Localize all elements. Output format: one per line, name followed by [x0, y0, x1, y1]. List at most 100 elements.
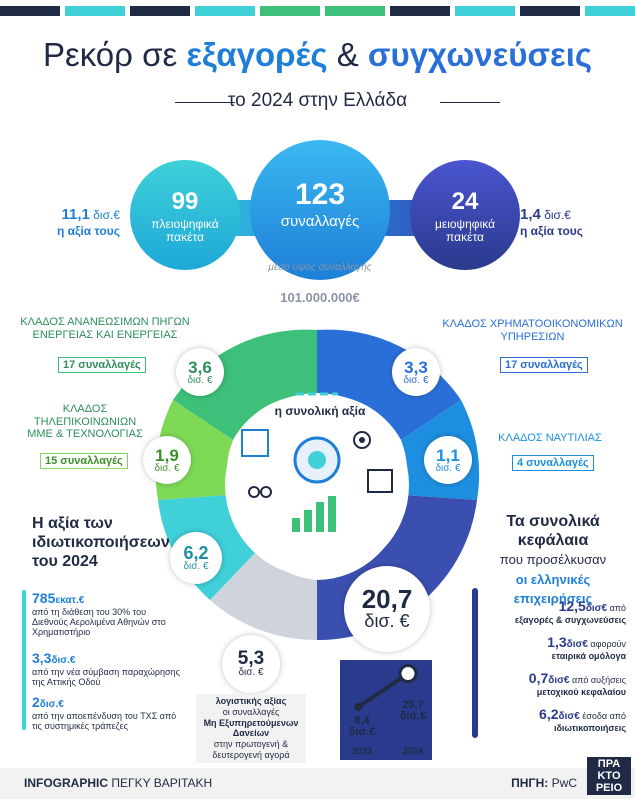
total-value: 20,7 — [361, 584, 413, 614]
loans-line: Μη Εξυπηρετούμενων Δανείων — [203, 717, 299, 739]
people-icon — [260, 486, 272, 498]
energy-value: 3,6 — [188, 358, 212, 377]
capital-item-value: 6,2 — [539, 706, 559, 722]
chart-series-line — [356, 671, 410, 709]
capital-title: Τα συνολικά κεφάλαια που προσέλκυσαν οι … — [478, 512, 628, 608]
capital-title-blue: οι ελληνικές επιχειρήσεις — [513, 571, 593, 606]
chart-year-2024: 2024 — [403, 746, 424, 756]
strip-segment — [520, 6, 580, 16]
minority-value-caption: η αξία τους — [520, 224, 584, 238]
logo-line: ΚΤΟ — [597, 770, 621, 782]
total-label: συναλλαγές — [280, 213, 360, 230]
footer: INFOGRAPHIC ΠΕΓΚΥ ΒΑΡΙΤΑΚΗ ΠΗΓΗ: PwC — [0, 768, 635, 799]
growth-bar-icon — [304, 510, 312, 532]
capital-item-value: 12,5 — [558, 598, 586, 614]
energy-deals: 17 συναλλαγές — [58, 357, 146, 373]
majority-value: 11,1 δισ.€ η αξία τους — [30, 206, 120, 238]
energy-segment — [173, 329, 317, 440]
privatization-item-text: από την αποεπένδυση του ΤΧΣ από τις συστ… — [32, 710, 177, 731]
strip-segment — [195, 6, 255, 16]
loans-line: στην πρωτογενή & δευτερογενή αγορά — [212, 739, 290, 760]
capital-item-text: ιδιωτικοποιήσεις — [553, 722, 626, 733]
divider — [175, 102, 235, 103]
growth-bar-icon — [328, 496, 336, 532]
page-subtitle: το 2024 στην Ελλάδα — [227, 90, 408, 111]
loans-value-circle: 5,3 δισ. € — [222, 635, 280, 693]
majority-value-caption: η αξία τους — [56, 224, 120, 238]
majority-bubble: 99 πλειοψηφικά πακέτα — [130, 160, 240, 270]
privatization-item: 2δισ.€ από την αποεπένδυση του ΤΧΣ από τ… — [32, 694, 182, 731]
avg-deal-value: 101.000.000€ — [280, 290, 360, 305]
growth-chart — [340, 660, 432, 760]
privatization-item-value: 2 — [32, 694, 40, 710]
credit-label: INFOGRAPHIC — [24, 776, 108, 790]
title-text: & — [327, 36, 368, 73]
growth-chart-svg — [354, 664, 418, 712]
strip-segment — [585, 6, 635, 16]
shipping-value-circle: 1,1 δισ. € — [424, 436, 472, 484]
total-count: 123 — [294, 178, 346, 211]
strip-segment — [260, 6, 320, 16]
capital-title-mid: που προσέλκυσαν — [499, 552, 607, 568]
growth-bar-icon — [316, 502, 324, 532]
minority-value-number: 1,4 — [520, 206, 541, 223]
minority-value: 1,4 δισ.€ η αξία τους — [520, 206, 610, 238]
loans-caption: λογιστικής αξίας οι συναλλαγές Μη Εξυπηρ… — [196, 694, 306, 763]
capital-item-unit: δισ€ — [566, 639, 588, 650]
majority-value-unit: δισ.€ — [93, 208, 120, 222]
capital-item-pre: από — [609, 603, 626, 613]
capital-item-text: μετοχικού κεφαλαίου — [536, 686, 626, 697]
finance-segment — [317, 329, 461, 440]
capital-item-pre: αφορούν — [590, 639, 626, 649]
capital-item-pre: έσοδα από — [582, 711, 626, 721]
capital-item: 6,2δισ€ έσοδα από ιδιωτικοποιήσεις — [486, 706, 626, 733]
logo-line: ΠΡΑ — [597, 758, 621, 770]
loans-value: 5,3 — [237, 648, 265, 669]
loans-segment — [210, 550, 317, 640]
footer-credit: INFOGRAPHIC ΠΕΓΚΥ ΒΑΡΙΤΑΚΗ — [24, 776, 212, 790]
majority-label: πλειοψηφικά πακέτα — [151, 217, 219, 245]
page-title: Ρεκόρ σε εξαγορές & συγχωνεύσεις — [0, 36, 635, 74]
footer-source: ΠΗΓΗ: PwC — [511, 776, 577, 790]
loans-line: λογιστικής αξίας — [215, 696, 287, 706]
privatization-item-value: 785 — [32, 590, 56, 606]
capital-item-text: εταιρικά ομόλογα — [551, 650, 626, 661]
capital-item: 1,3δισ€ αφορούν εταιρικά ομόλογα — [486, 634, 626, 661]
telecom-deals: 15 συναλλαγές — [40, 453, 128, 469]
source-label: ΠΗΓΗ: — [511, 776, 549, 790]
privatization-value: 6,2 — [183, 543, 209, 563]
target-icon-center — [359, 437, 365, 443]
capital-title-bold: Τα συνολικά κεφάλαια — [506, 513, 600, 550]
strip-segment — [455, 6, 515, 16]
privatization-item-text: από τη διάθεση του 30% του Διεθνούς Αερο… — [32, 606, 166, 638]
capital-item-unit: δισ€ — [558, 711, 580, 722]
shipping-unit: δισ. € — [435, 463, 461, 474]
privatization-item-unit: εκατ.€ — [55, 595, 85, 606]
chart-label-2024: 20,7 δισ.€ — [399, 699, 427, 722]
finance-value-circle: 3,3 δισ. € — [392, 348, 440, 396]
chart-label-2023: 8,4 δισ.€ — [348, 715, 376, 738]
privatization-item: 785εκατ.€ από τη διάθεση του 30% του Διε… — [32, 590, 182, 638]
shipping-deals: 4 συναλλαγές — [512, 455, 594, 471]
logo-line: ΡΕΙΟ — [595, 782, 623, 794]
total-value-circle: 20,7 δισ. € — [344, 566, 430, 652]
privatization-unit: δισ. € — [183, 561, 209, 572]
capital-item-unit: δισ€ — [585, 603, 608, 614]
credit-name: ΠΕΓΚΥ ΒΑΡΙΤΑΚΗ — [111, 776, 213, 790]
chart-year-2023: 2023 — [352, 746, 373, 756]
box-icon — [367, 469, 393, 493]
majority-value-number: 11,1 — [61, 206, 90, 223]
publisher-logo: ΠΡΑ ΚΤΟ ΡΕΙΟ — [587, 757, 631, 795]
majority-count: 99 — [171, 188, 199, 215]
total-unit: δισ. € — [364, 611, 410, 631]
puzzle-icon — [241, 429, 269, 457]
loans-unit: δισ. € — [238, 667, 264, 678]
subtitle-row: το 2024 στην Ελλάδα — [20, 90, 615, 114]
shipping-value: 1,1 — [436, 446, 460, 465]
capital-item-value: 1,3 — [547, 634, 567, 650]
capital-item-pre: από αυξήσεις — [572, 675, 626, 685]
privatization-value-circle: 6,2 δισ. € — [170, 532, 222, 584]
top-color-strip — [0, 0, 635, 20]
energy-unit: δισ. € — [187, 375, 213, 386]
growth-bar-icon — [292, 518, 300, 532]
